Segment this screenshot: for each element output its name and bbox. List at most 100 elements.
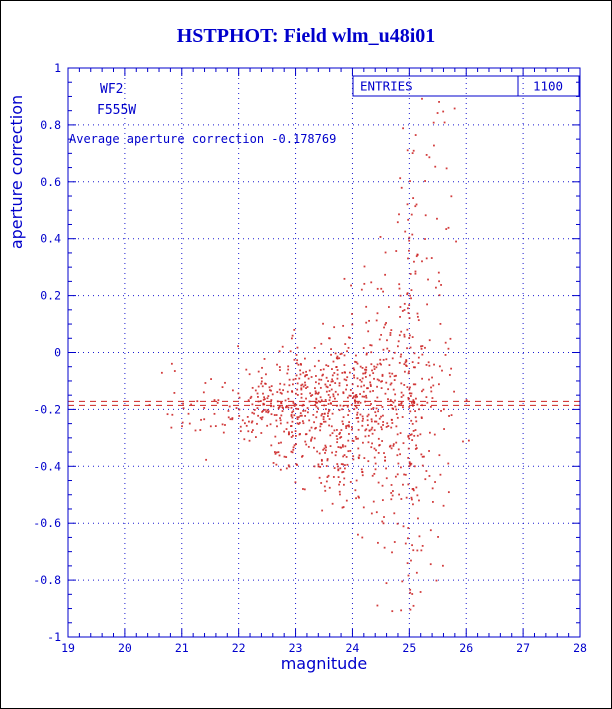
data-point xyxy=(338,433,341,435)
data-point xyxy=(465,399,468,402)
data-point xyxy=(405,365,408,367)
data-point xyxy=(389,399,392,402)
data-point xyxy=(400,382,403,385)
data-point xyxy=(352,458,355,461)
data-point xyxy=(418,408,421,411)
data-point xyxy=(318,378,321,381)
data-point xyxy=(332,393,335,396)
data-point xyxy=(285,456,288,458)
data-point xyxy=(271,393,274,396)
data-point xyxy=(407,483,410,486)
data-point xyxy=(303,488,306,491)
data-point xyxy=(361,377,364,380)
data-point xyxy=(389,332,392,334)
data-point xyxy=(241,419,244,422)
data-point xyxy=(353,374,355,377)
data-point xyxy=(438,100,440,103)
data-point xyxy=(273,451,276,453)
data-point xyxy=(335,366,338,368)
data-point xyxy=(390,447,393,450)
data-point xyxy=(365,369,368,371)
data-point xyxy=(421,353,424,356)
data-point xyxy=(301,420,304,423)
data-point xyxy=(315,426,317,429)
data-point xyxy=(288,432,290,435)
scatter-points xyxy=(148,97,470,613)
data-point xyxy=(382,424,384,426)
data-point xyxy=(371,442,373,445)
data-point xyxy=(408,388,411,391)
data-point xyxy=(423,455,425,458)
data-point xyxy=(383,326,385,329)
data-point xyxy=(416,434,419,437)
data-point xyxy=(349,394,352,397)
data-point xyxy=(311,436,314,439)
data-point xyxy=(348,394,351,397)
data-point xyxy=(300,414,303,417)
data-point xyxy=(339,431,341,434)
data-point xyxy=(449,337,452,340)
data-point xyxy=(378,379,381,382)
data-point xyxy=(342,445,344,448)
data-point xyxy=(353,399,356,402)
data-point xyxy=(436,112,439,114)
data-point xyxy=(315,405,318,408)
data-point xyxy=(269,389,271,392)
data-point xyxy=(397,448,400,451)
data-point xyxy=(337,469,340,472)
data-point xyxy=(318,476,321,479)
data-point xyxy=(407,456,410,459)
data-point xyxy=(363,384,365,387)
data-point xyxy=(270,444,273,447)
data-point xyxy=(311,394,314,396)
data-point xyxy=(355,479,358,482)
data-point xyxy=(302,488,304,490)
data-point xyxy=(273,414,276,416)
data-point xyxy=(365,321,368,324)
data-point xyxy=(395,413,398,415)
data-point xyxy=(315,401,317,404)
data-point xyxy=(249,397,252,400)
data-point xyxy=(384,459,386,462)
data-point xyxy=(385,322,387,324)
data-point xyxy=(360,385,363,388)
data-point xyxy=(348,433,350,435)
data-point xyxy=(327,365,330,367)
data-point xyxy=(402,127,404,130)
data-point xyxy=(297,416,300,419)
data-point xyxy=(416,312,419,315)
data-point xyxy=(403,309,406,311)
data-point xyxy=(315,392,318,394)
data-point xyxy=(407,396,410,399)
data-point xyxy=(322,368,325,371)
data-point xyxy=(400,609,403,612)
data-point xyxy=(358,454,361,457)
data-point xyxy=(373,456,376,459)
data-point xyxy=(256,392,259,395)
data-point xyxy=(432,121,435,124)
data-point xyxy=(440,284,442,286)
data-point xyxy=(325,390,328,393)
data-point xyxy=(370,420,373,423)
data-point xyxy=(357,495,360,498)
data-point xyxy=(321,413,324,415)
data-point xyxy=(364,372,366,375)
data-point xyxy=(324,399,327,401)
data-point xyxy=(410,496,413,499)
data-point xyxy=(344,464,346,467)
data-point xyxy=(294,435,297,437)
data-point xyxy=(401,310,404,312)
data-point xyxy=(247,399,250,402)
data-point xyxy=(260,377,263,379)
data-point xyxy=(213,412,216,415)
data-point xyxy=(199,429,202,431)
data-point xyxy=(387,425,390,427)
data-point xyxy=(173,370,176,372)
data-point xyxy=(360,380,363,383)
data-point xyxy=(391,610,394,613)
data-point xyxy=(332,360,335,363)
data-point xyxy=(367,387,369,390)
data-point xyxy=(278,350,281,353)
data-point xyxy=(412,197,415,199)
data-point xyxy=(322,322,324,325)
